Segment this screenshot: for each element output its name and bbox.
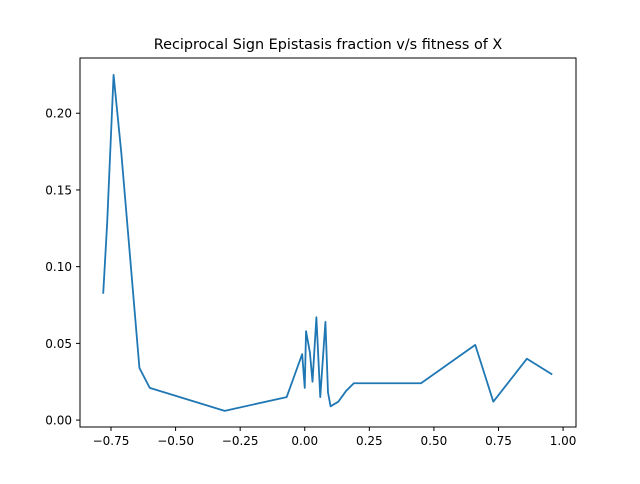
axes: −0.75 −0.50 −0.25 0.00 0.25 0.50 0.75 1.00 0.00 0… <box>45 57 577 448</box>
x-tick-label: 0.25 <box>356 434 383 448</box>
y-tick-label: 0.20 <box>45 107 72 121</box>
y-tick-label: 0.05 <box>45 337 72 351</box>
y-tick-label: 0.15 <box>45 183 72 197</box>
x-tick-label: 1.00 <box>550 434 577 448</box>
series-line <box>102 73 553 412</box>
x-tick-label: 0.00 <box>291 434 318 448</box>
chart-title: Reciprocal Sign Epistasis fraction v/s f… <box>154 37 503 53</box>
x-tick-label: −0.50 <box>157 434 194 448</box>
y-tick-label: 0.00 <box>45 414 72 428</box>
plot-frame <box>79 57 577 428</box>
x-tick-label: 0.75 <box>485 434 512 448</box>
y-tick-label: 0.10 <box>45 260 72 274</box>
x-tick-label: 0.50 <box>421 434 448 448</box>
x-tick-label: −0.75 <box>93 434 130 448</box>
x-tick-label: −0.25 <box>222 434 259 448</box>
